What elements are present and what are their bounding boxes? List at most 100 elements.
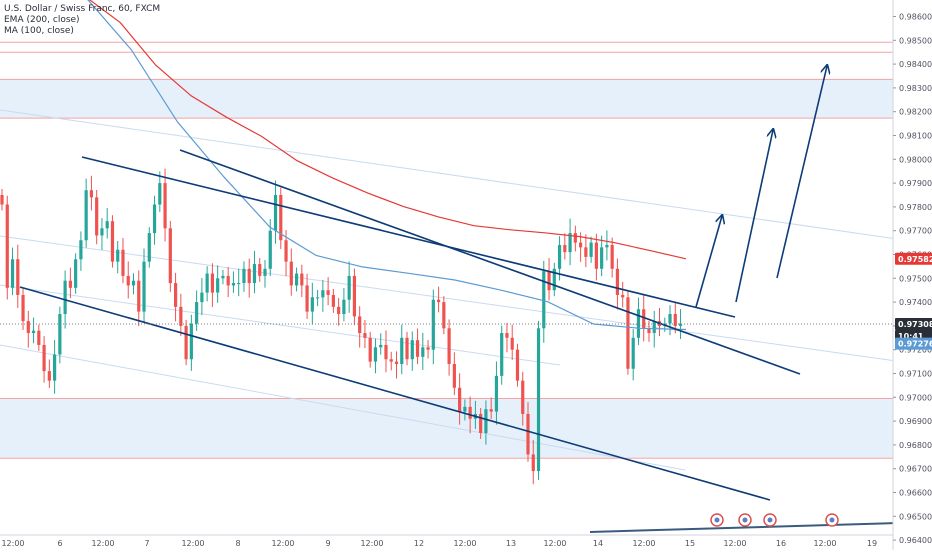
y-tick-label-16: 0.97000	[899, 393, 932, 402]
candle-20	[105, 208, 109, 239]
candle-49	[258, 258, 262, 282]
candle-106	[557, 236, 562, 281]
faint-trendline-0	[0, 109, 932, 245]
candle-body-77	[405, 337, 409, 360]
legend-ema: EMA (200, close)	[4, 15, 80, 25]
candle-4	[21, 287, 25, 330]
candle-body-20	[105, 221, 109, 229]
candle-body-93	[489, 409, 493, 412]
candle-body-112	[589, 242, 593, 257]
candle-56	[294, 267, 299, 292]
candle-117	[615, 258, 620, 310]
candle-body-76	[400, 337, 404, 364]
candle-body-14	[74, 259, 78, 288]
y-tick-label-20: 0.96600	[899, 489, 932, 498]
candle-body-67	[352, 275, 357, 317]
time-axis: 12:00 6 12:00 7 12:00 8 12:00 9 12:00 12 12:00 13 12…	[0, 534, 893, 548]
candle-body-89	[468, 406, 472, 419]
candle-body-107	[563, 244, 567, 253]
candle-75	[394, 351, 399, 379]
candle-116	[610, 237, 614, 278]
candle-body-7	[37, 330, 41, 345]
candle-129	[678, 309, 683, 339]
candle-6	[31, 317, 36, 344]
chart-legend: U.S. Dollar / Swiss Franc, 60, FXCM EMA …	[4, 4, 160, 37]
candle-body-45	[237, 283, 241, 285]
candle-body-44	[231, 283, 236, 286]
candle-7	[37, 324, 41, 351]
candle-45	[237, 268, 241, 297]
candle-41	[216, 265, 220, 303]
candle-body-26	[137, 280, 141, 312]
y-tick-label-9: 0.97700	[899, 227, 932, 236]
candle-body-65	[342, 299, 346, 314]
candle-36	[189, 314, 193, 371]
candle-57	[300, 264, 304, 298]
candle-111	[584, 234, 588, 268]
y-tick-label-22: 0.96400	[899, 536, 932, 545]
candle-body-80	[421, 347, 425, 357]
y-tick-label-6: 0.98000	[899, 155, 932, 164]
candle-body-17	[89, 190, 94, 198]
candle-body-70	[368, 337, 372, 362]
y-tick-label-11: 0.97500	[899, 274, 932, 283]
candle-74	[389, 351, 393, 371]
x-tick-label-4: 12:00	[181, 539, 204, 548]
x-tick-label-14: 12:00	[632, 539, 655, 548]
x-tick-label-1: 6	[57, 539, 62, 548]
candle-body-5	[26, 321, 30, 334]
candle-84	[442, 296, 446, 335]
candle-body-102	[536, 328, 541, 472]
projection-arrow-2	[776, 66, 827, 279]
candle-body-119	[626, 297, 630, 369]
candle-body-79	[415, 340, 420, 357]
candle-body-61	[321, 290, 325, 298]
candle-body-24	[126, 275, 130, 286]
ema-line	[88, 0, 687, 260]
candle-95	[500, 325, 504, 385]
candle-body-22	[116, 249, 120, 262]
candle-body-42	[221, 275, 225, 279]
candle-body-78	[410, 340, 414, 360]
candle-body-129	[678, 323, 683, 326]
candle-67	[352, 268, 357, 326]
candle-17	[89, 175, 94, 211]
candle-121	[636, 297, 641, 346]
candle-63	[331, 289, 335, 313]
candle-body-108	[568, 233, 572, 253]
candle-body-54	[284, 240, 288, 262]
reference-lines	[0, 41, 893, 459]
price-axis: 0.98600 0.98500 0.98400 0.98300 0.98200 0.981…	[892, 0, 932, 550]
candle-113	[594, 233, 598, 281]
candle-88	[463, 399, 467, 421]
candle-body-35	[184, 325, 188, 360]
candle-60	[316, 289, 320, 307]
candle-79	[415, 328, 420, 365]
event-icon-3	[825, 513, 839, 527]
candle-10	[53, 339, 57, 394]
candle-18	[95, 190, 99, 245]
candle-14	[74, 253, 78, 294]
candle-body-110	[579, 242, 583, 248]
projection-arrow-1	[735, 130, 773, 303]
candle-27	[142, 248, 146, 322]
y-tick-label-19: 0.96700	[899, 465, 932, 474]
candle-1	[5, 195, 9, 300]
candle-body-60	[316, 297, 320, 299]
candle-78	[410, 331, 414, 371]
candle-40	[210, 263, 214, 308]
candle-28	[147, 227, 151, 268]
candle-102	[536, 320, 541, 480]
candle-37	[195, 290, 199, 331]
y-tick-label-21: 0.96500	[899, 512, 932, 521]
candle-body-62	[326, 290, 330, 295]
channel-line-0	[81, 156, 736, 318]
candle-15	[79, 231, 83, 271]
candle-44	[231, 271, 236, 293]
candle-body-53	[279, 195, 283, 241]
candle-body-31	[163, 183, 167, 229]
candle-91	[479, 408, 483, 439]
candle-body-46	[242, 268, 246, 284]
